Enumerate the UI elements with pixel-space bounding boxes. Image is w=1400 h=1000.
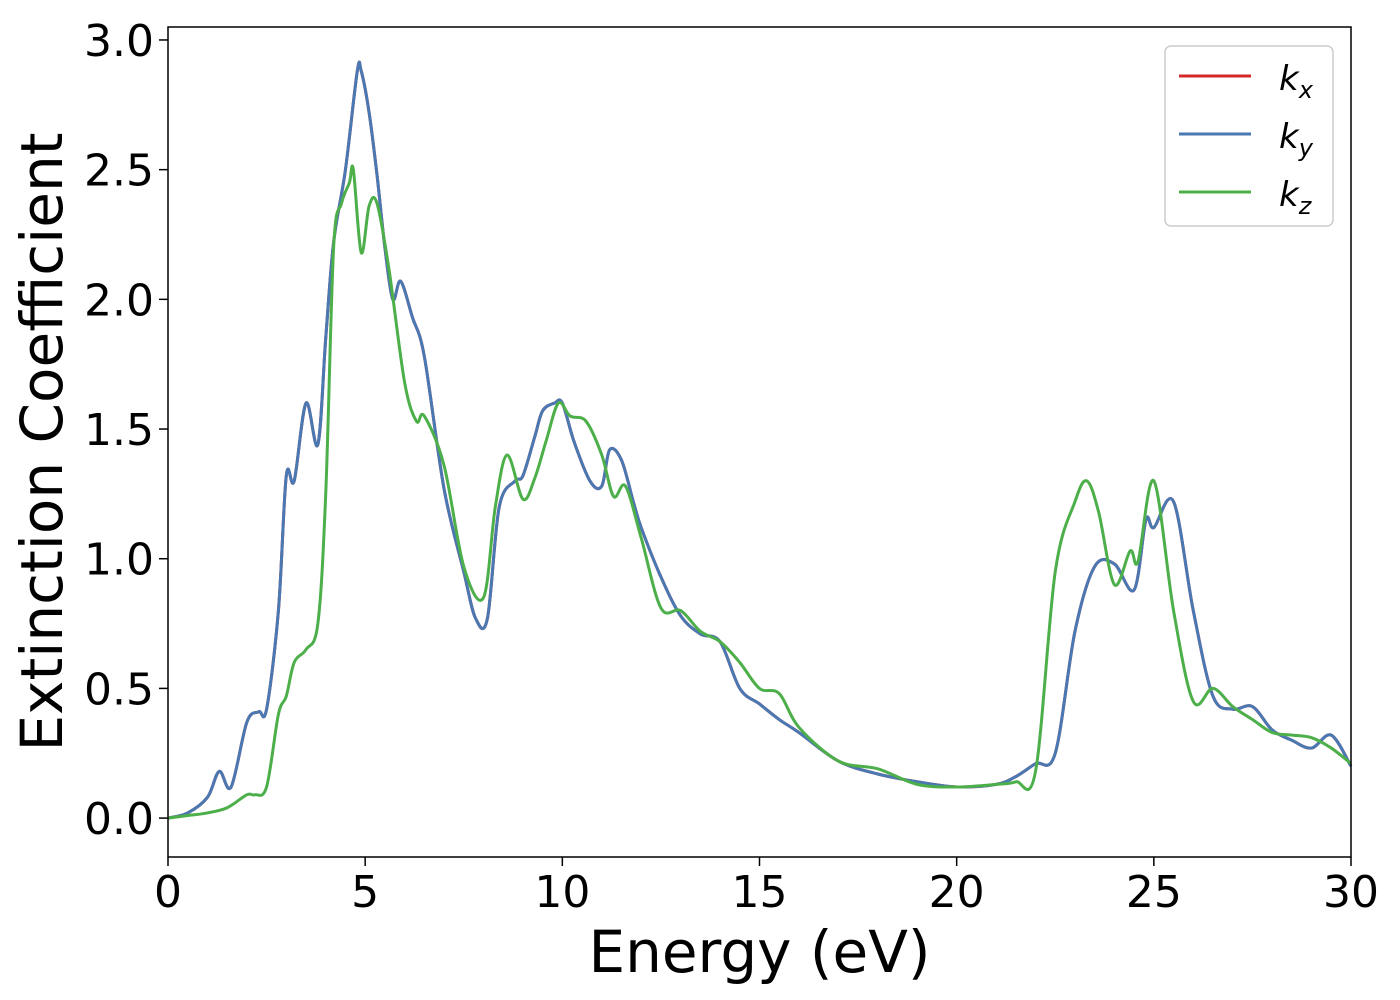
x-tick-label: 30 xyxy=(1323,867,1379,918)
y-tick-label: 2.0 xyxy=(84,275,154,326)
series-line-kz xyxy=(167,164,1352,820)
series-line-ky xyxy=(167,60,1353,820)
x-axis-label: Energy (eV) xyxy=(588,918,930,986)
y-axis-label: Extinction Coefficient xyxy=(8,133,76,752)
x-tick-label: 20 xyxy=(929,867,985,918)
y-tick-label: 2.5 xyxy=(84,146,154,197)
series-layer xyxy=(167,60,1353,820)
x-tick-label: 25 xyxy=(1126,867,1182,918)
legend-box xyxy=(1164,45,1334,227)
y-tick-label: 1.5 xyxy=(84,405,154,456)
x-tick-label: 5 xyxy=(351,867,379,918)
x-tick-label: 15 xyxy=(732,867,788,918)
y-tick-label: 3.0 xyxy=(84,16,154,67)
x-tick-label: 10 xyxy=(534,867,590,918)
y-tick-label: 0.0 xyxy=(84,794,154,845)
axis-ticks: 0 5 10 15 20 25 30 0.0 0.5 1.0 1.5 2.0 2.5 3.0 xyxy=(84,16,1379,918)
y-tick-label: 0.5 xyxy=(84,664,154,715)
x-tick-label: 0 xyxy=(154,867,182,918)
y-tick-label: 1.0 xyxy=(84,535,154,586)
